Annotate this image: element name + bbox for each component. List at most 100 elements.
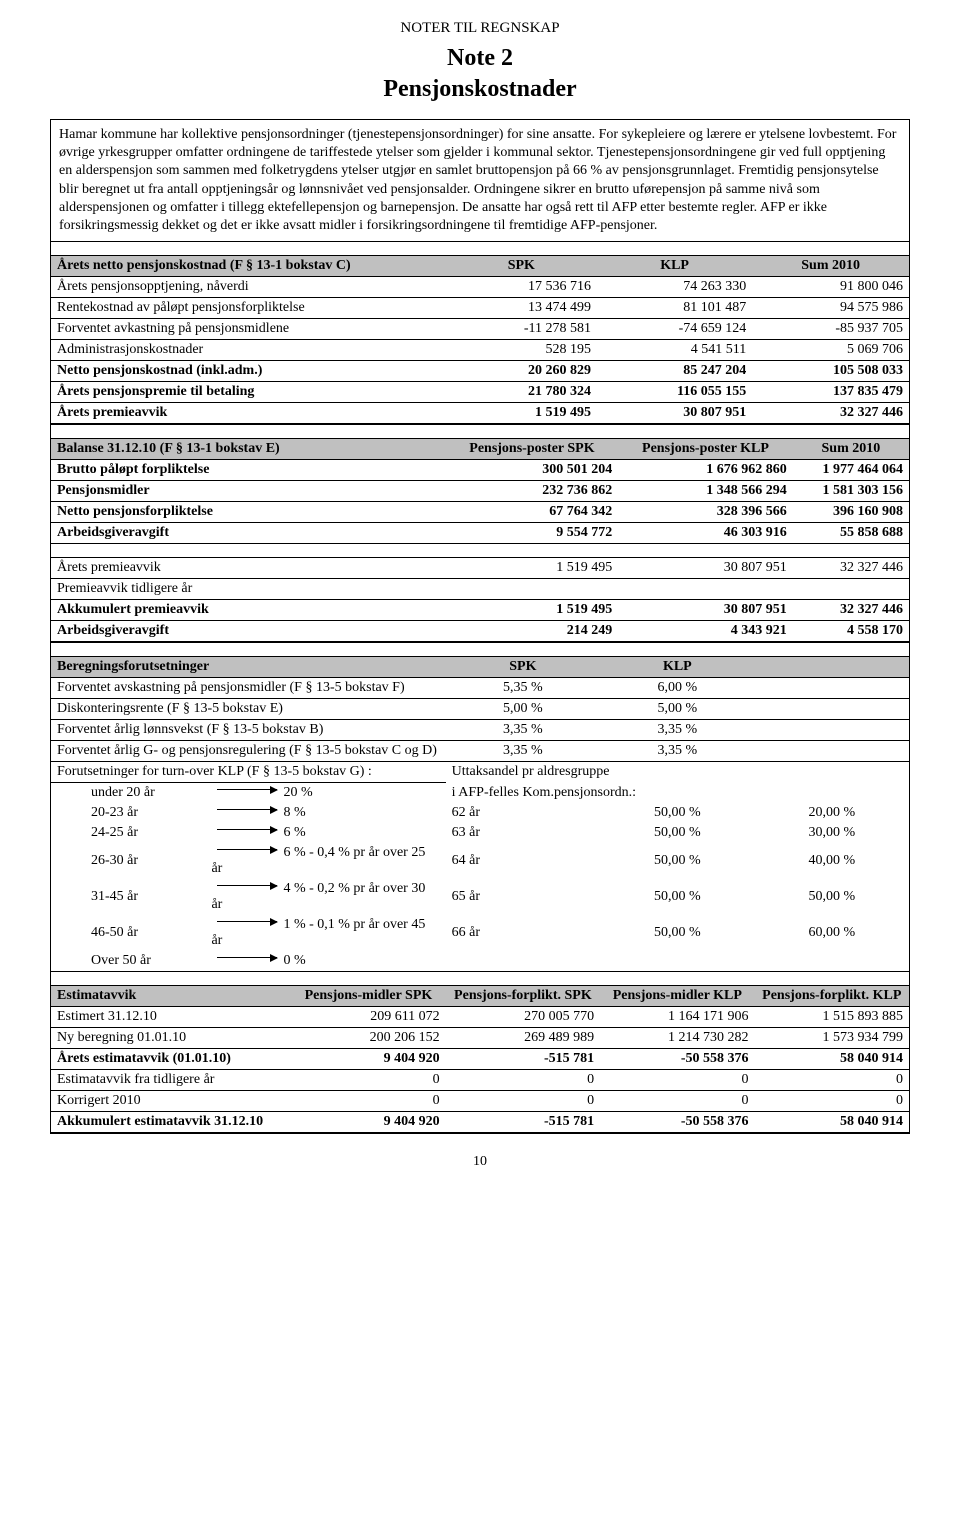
cell: 5,35 % — [446, 678, 600, 699]
cell: 94 575 986 — [752, 298, 909, 319]
turn-age: under 20 år — [51, 783, 205, 804]
cell: 13 474 499 — [446, 298, 597, 319]
row-label: Årets premieavvik — [51, 558, 446, 579]
cell: 66 år — [446, 915, 600, 951]
cell: 50,00 % — [600, 915, 754, 951]
cell: 74 263 330 — [597, 277, 752, 298]
cell: 5,00 % — [600, 699, 754, 720]
cell: 1 348 566 294 — [618, 481, 793, 502]
cell: 200 206 152 — [291, 1028, 445, 1049]
row-label: Forventet avskastning på pensjonsmidler … — [51, 678, 446, 699]
arrow-icon — [217, 957, 277, 958]
cell: 300 501 204 — [446, 460, 619, 481]
cell: 0 — [600, 1091, 754, 1112]
cell: -85 937 705 — [752, 319, 909, 340]
cell: 9 554 772 — [446, 523, 619, 544]
cell: 1 519 495 — [446, 600, 619, 621]
turn-age: 31-45 år — [51, 879, 205, 915]
col-label: Estimatavvik — [51, 986, 291, 1007]
row-label: Årets pensjonspremie til betaling — [51, 382, 446, 403]
cell: 81 101 487 — [597, 298, 752, 319]
cell: 1 977 464 064 — [793, 460, 909, 481]
page-header: NOTER TIL REGNSKAP — [50, 20, 910, 37]
cell: 32 327 446 — [793, 558, 909, 579]
cell: 67 764 342 — [446, 502, 619, 523]
cell: 1 519 495 — [446, 403, 597, 424]
cell: 1 519 495 — [446, 558, 619, 579]
cell — [446, 951, 600, 971]
turn-pct: 0 % — [205, 951, 445, 971]
col-a: Pensjons-midler SPK — [291, 986, 445, 1007]
row-label: Årets estimatavvik (01.01.10) — [51, 1049, 291, 1070]
cell: 4 558 170 — [793, 621, 909, 642]
col-klp: KLP — [597, 256, 752, 277]
cell: 137 835 479 — [752, 382, 909, 403]
cell: 64 år — [446, 843, 600, 879]
col-klp: Pensjons-poster KLP — [618, 439, 793, 460]
note-subtitle: Pensjonskostnader — [50, 76, 910, 103]
row-label: Akkumulert estimatavvik 31.12.10 — [51, 1112, 291, 1133]
cell: 0 — [755, 1091, 909, 1112]
cell: 232 736 862 — [446, 481, 619, 502]
row-label: Ny beregning 01.01.10 — [51, 1028, 291, 1049]
turn-over-label: Forutsetninger for turn-over KLP (F § 13… — [51, 762, 446, 783]
row-label: Diskonteringsrente (F § 13-5 bokstav E) — [51, 699, 446, 720]
intro-paragraph: Hamar kommune har kollektive pensjonsord… — [51, 120, 909, 241]
arrow-icon — [217, 789, 277, 790]
col-c: Pensjons-midler KLP — [600, 986, 754, 1007]
arrow-icon — [217, 809, 277, 810]
cell: 3,35 % — [600, 720, 754, 741]
cell: 1 164 171 906 — [600, 1007, 754, 1028]
turn-pct: 20 % — [205, 783, 445, 804]
col-sum: Sum 2010 — [793, 439, 909, 460]
cell: 32 327 446 — [793, 600, 909, 621]
cell: 3,35 % — [600, 741, 754, 762]
cell: -515 781 — [446, 1112, 600, 1133]
row-label: Pensjonsmidler — [51, 481, 446, 502]
row-label: Estimatavvik fra tidligere år — [51, 1070, 291, 1091]
row-label: Administrasjonskostnader — [51, 340, 446, 361]
table-beregning: Beregningsforutsetninger SPK KLP Forvent… — [51, 642, 909, 971]
arrow-icon — [217, 829, 277, 830]
cell: -50 558 376 — [600, 1049, 754, 1070]
cell: 1 581 303 156 — [793, 481, 909, 502]
turn-pct: 8 % — [205, 803, 445, 823]
turn-age: 46-50 år — [51, 915, 205, 951]
arrow-icon — [217, 849, 277, 850]
cell: 21 780 324 — [446, 382, 597, 403]
cell: 0 — [446, 1070, 600, 1091]
row-label: Rentekostnad av påløpt pensjonsforplikte… — [51, 298, 446, 319]
cell: 9 404 920 — [291, 1112, 445, 1133]
row-label: Forventet årlig lønnsvekst (F § 13-5 bok… — [51, 720, 446, 741]
cell: 528 195 — [446, 340, 597, 361]
cell: 209 611 072 — [291, 1007, 445, 1028]
row-label: Netto pensjonsforpliktelse — [51, 502, 446, 523]
cell: 105 508 033 — [752, 361, 909, 382]
row-label: Estimert 31.12.10 — [51, 1007, 291, 1028]
col-label: Årets netto pensjonskostnad (F § 13-1 bo… — [51, 256, 446, 277]
page-number: 10 — [50, 1154, 910, 1170]
col-sum: Sum 2010 — [752, 256, 909, 277]
cell: -74 659 124 — [597, 319, 752, 340]
cell: 0 — [291, 1091, 445, 1112]
col-spk: SPK — [446, 256, 597, 277]
cell: 4 541 511 — [597, 340, 752, 361]
cell: 50,00 % — [600, 843, 754, 879]
cell: 328 396 566 — [618, 502, 793, 523]
cell: 50,00 % — [600, 803, 754, 823]
cell: 30 807 951 — [618, 600, 793, 621]
cell: 46 303 916 — [618, 523, 793, 544]
cell: 0 — [755, 1070, 909, 1091]
col-spk: SPK — [446, 657, 600, 678]
turn-pct: 6 % — [205, 823, 445, 843]
cell: -11 278 581 — [446, 319, 597, 340]
arrow-icon — [217, 885, 277, 886]
row-label: Arbeidsgiveravgift — [51, 621, 446, 642]
turn-age: 20-23 år — [51, 803, 205, 823]
cell: 0 — [600, 1070, 754, 1091]
cell: 396 160 908 — [793, 502, 909, 523]
col-label: Beregningsforutsetninger — [51, 657, 446, 678]
cell — [618, 579, 793, 600]
cell: 1 214 730 282 — [600, 1028, 754, 1049]
col-label: Balanse 31.12.10 (F § 13-1 bokstav E) — [51, 439, 446, 460]
